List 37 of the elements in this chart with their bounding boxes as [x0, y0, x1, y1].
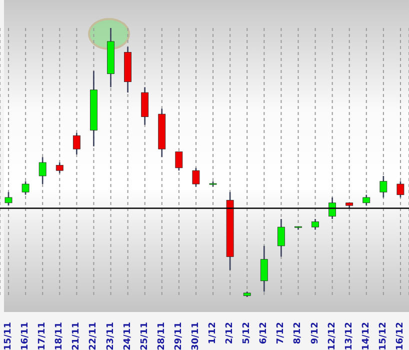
x-tick-label: 14/12 — [361, 322, 372, 350]
candlestick — [72, 132, 80, 156]
candlestick — [362, 194, 370, 206]
x-tick-label: 28/11 — [156, 322, 167, 350]
candlestick — [175, 151, 183, 172]
x-tick-label: 8/12 — [293, 322, 304, 344]
x-tick-label: 9/12 — [310, 322, 320, 344]
x-tick-label: 21/11 — [72, 322, 82, 350]
x-tick-label: 18/11 — [54, 322, 65, 350]
x-tick-label: 22/11 — [88, 322, 99, 350]
x-tick-label: 7/12 — [276, 322, 286, 344]
x-tick-label: 15/12 — [378, 322, 388, 350]
candlestick — [192, 167, 200, 188]
x-tick-label: 16/12 — [395, 322, 406, 350]
x-tick-label: 29/11 — [174, 322, 184, 350]
x-tick-label: 12/12 — [327, 322, 338, 350]
x-tick-label: 17/11 — [38, 322, 48, 350]
candlestick — [38, 156, 46, 185]
x-tick-label: 13/12 — [344, 322, 354, 350]
candlestick — [4, 191, 12, 206]
x-tick-label: 23/11 — [106, 322, 116, 350]
x-tick-label: 24/11 — [122, 322, 133, 350]
candlestick — [312, 218, 319, 230]
x-tick-label: 15/11 — [4, 322, 14, 350]
x-tick-label: 25/11 — [140, 322, 150, 350]
candlestick — [22, 180, 30, 196]
candlestick — [380, 175, 388, 198]
candlestick — [396, 180, 404, 198]
x-tick-label: 30/11 — [190, 322, 201, 350]
candlestick — [56, 162, 64, 174]
x-tick-label: 1/12 — [208, 322, 218, 344]
x-tick-label: 16/11 — [20, 322, 31, 350]
candlestick — [260, 245, 268, 292]
x-tick-label: 5/12 — [242, 322, 252, 344]
candlestick — [277, 218, 285, 258]
x-tick-label: 6/12 — [259, 322, 270, 344]
x-tick-label: 2/12 — [225, 322, 236, 344]
